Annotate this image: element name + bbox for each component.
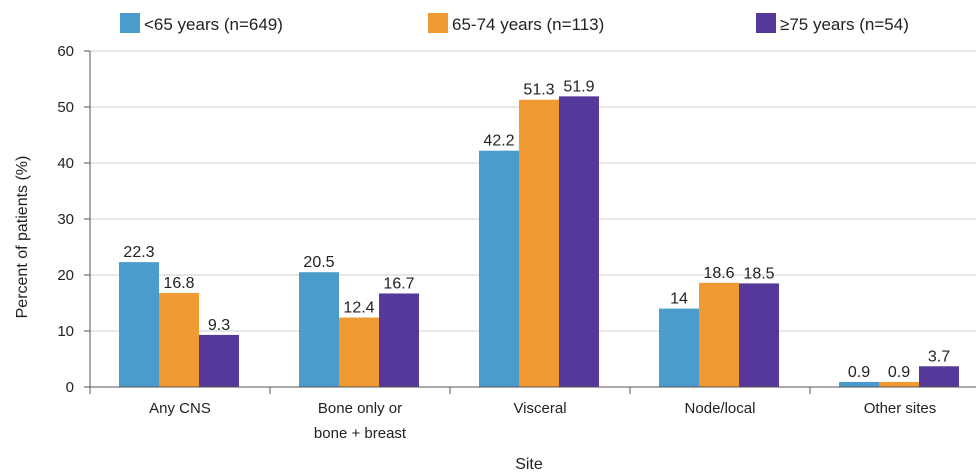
data-label: 12.4 <box>343 300 374 317</box>
y-tick-label: 60 <box>57 43 74 60</box>
data-label: 0.9 <box>848 364 870 381</box>
data-label: 3.7 <box>928 348 950 365</box>
y-tick-label: 10 <box>57 323 74 340</box>
data-label: 0.9 <box>888 364 910 381</box>
x-category-label: Visceral <box>513 400 566 417</box>
data-label: 18.5 <box>743 265 774 282</box>
y-tick-label: 40 <box>57 155 74 172</box>
bar <box>559 96 599 388</box>
legend-label: ≥75 years (n=54) <box>780 15 909 34</box>
x-category-labels: Any CNS Bone only or bone + breast Visceral… <box>149 400 936 442</box>
data-label: 51.3 <box>523 82 554 99</box>
legend-swatch <box>120 13 140 33</box>
bar <box>159 292 199 387</box>
data-labels: 22.3 16.8 9.3 20.5 12.4 16.7 42.2 51.3 51.9 14 18.… <box>123 78 950 381</box>
y-axis-label: Percent of patients (%) <box>14 156 31 319</box>
data-label: 42.2 <box>483 133 514 150</box>
bar <box>919 366 959 387</box>
x-category-label: Bone only or <box>318 400 402 417</box>
bars <box>119 96 959 388</box>
bar <box>339 317 379 387</box>
y-tick-label: 0 <box>66 379 74 396</box>
bar <box>839 381 879 387</box>
legend-label: 65-74 years (n=113) <box>452 15 604 34</box>
bar <box>379 293 419 387</box>
legend-swatch <box>756 13 776 33</box>
data-label: 20.5 <box>303 254 334 271</box>
x-category-label: bone + breast <box>314 425 407 442</box>
y-tick-label: 20 <box>57 267 74 284</box>
legend-swatch <box>428 13 448 33</box>
data-label: 18.6 <box>703 265 734 282</box>
data-label: 9.3 <box>208 317 230 334</box>
bar <box>479 150 519 387</box>
legend: <65 years (n=649) 65-74 years (n=113) ≥75 … <box>120 13 909 34</box>
data-label: 16.7 <box>383 275 414 292</box>
bar <box>659 308 699 387</box>
x-category-label: Other sites <box>864 400 937 417</box>
y-tick-label: 50 <box>57 99 74 116</box>
bar <box>519 99 559 387</box>
x-category-label: Any CNS <box>149 400 211 417</box>
bar <box>699 282 739 387</box>
x-category-label: Node/local <box>685 400 756 417</box>
bar <box>879 381 919 387</box>
x-axis-label: Site <box>515 456 543 473</box>
bar <box>299 272 339 387</box>
data-label: 14 <box>670 291 688 308</box>
y-tick-label: 30 <box>57 211 74 228</box>
legend-label: <65 years (n=649) <box>144 15 283 34</box>
y-tick-labels: 0 10 20 30 40 50 60 <box>57 43 90 396</box>
bar <box>119 262 159 387</box>
bar <box>739 283 779 387</box>
data-label: 51.9 <box>563 78 594 95</box>
data-label: 22.3 <box>123 244 154 261</box>
bar <box>199 334 239 387</box>
data-label: 16.8 <box>163 275 194 292</box>
